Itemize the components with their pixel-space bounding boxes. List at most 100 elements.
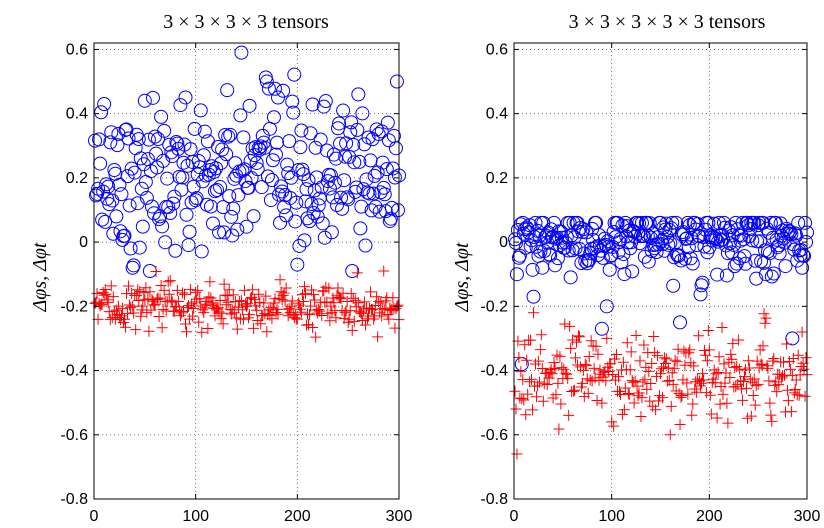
plus-point [737, 394, 749, 406]
circle-point [568, 241, 583, 256]
circle-point [117, 228, 132, 243]
plus-point [198, 307, 210, 319]
plus-point [696, 368, 708, 380]
plus-point [261, 326, 273, 338]
circle-point [663, 236, 678, 251]
circle-point [214, 156, 229, 171]
plus-point [625, 346, 637, 358]
plus-point [152, 292, 164, 304]
plus-point [710, 368, 722, 380]
circle-point [235, 163, 250, 178]
plus-point [764, 397, 776, 409]
circle-point [625, 264, 640, 279]
plus-point [793, 389, 805, 401]
plus-point [767, 355, 779, 367]
circle-point [291, 162, 306, 177]
circle-point [727, 259, 742, 274]
circle-point [563, 270, 578, 285]
circle-point [193, 103, 208, 118]
circle-point [264, 173, 279, 188]
plus-point [521, 354, 533, 366]
circle-point [669, 215, 684, 230]
circle-point [796, 248, 811, 263]
plus-point [726, 353, 738, 365]
plus-point [328, 297, 340, 309]
circle-point [303, 126, 318, 141]
plus-point [511, 448, 523, 460]
plus-point [703, 344, 715, 356]
x-tick-label: 200 [284, 508, 311, 525]
plus-point [202, 323, 214, 335]
circle-point [162, 137, 177, 152]
y-tick-label: -0.4 [480, 363, 508, 380]
plus-point [157, 304, 169, 316]
plus-point [684, 344, 696, 356]
circle-point [576, 222, 591, 237]
y-tick-label: 0.2 [486, 170, 508, 187]
circle-point [266, 110, 281, 125]
plus-point [377, 303, 389, 315]
plus-point [272, 308, 284, 320]
circle-point [306, 206, 321, 221]
plus-point [207, 297, 219, 309]
plus-point [730, 381, 742, 393]
plus-point [608, 420, 620, 432]
circle-point [286, 105, 301, 120]
plus-point [163, 288, 175, 300]
plus-point [785, 406, 797, 418]
circle-point [154, 109, 169, 124]
circle-point [223, 127, 238, 142]
plus-point [537, 395, 549, 407]
plus-point [721, 397, 733, 409]
plus-point [174, 310, 186, 322]
plus-point [571, 359, 583, 371]
plus-point [704, 389, 716, 401]
plus-point [311, 304, 323, 316]
plus-point [288, 312, 300, 324]
plus-point [276, 294, 288, 306]
circle-point [294, 123, 309, 138]
plus-point [347, 292, 359, 304]
plus-point [755, 358, 767, 370]
plus-point [534, 344, 546, 356]
plus-point [233, 296, 245, 308]
plus-point [343, 313, 355, 325]
plus-point [630, 329, 642, 341]
plus-point [641, 383, 653, 395]
plus-point [193, 316, 205, 328]
plus-point [530, 391, 542, 403]
plus-point [624, 364, 636, 376]
plus-point [304, 309, 316, 321]
circle-point [381, 133, 396, 148]
circle-point [110, 138, 125, 153]
circle-point [371, 127, 386, 142]
plus-point [766, 415, 778, 427]
circle-point [384, 200, 399, 215]
circle-point [754, 254, 769, 269]
circle-point [206, 164, 221, 179]
plus-point [99, 284, 111, 296]
plus-point [274, 274, 286, 286]
circle-point [191, 154, 206, 169]
circle-point [376, 180, 391, 195]
circle-point [95, 212, 110, 227]
plus-point [332, 282, 344, 294]
circle-point [125, 260, 140, 275]
plus-point [528, 307, 540, 319]
plus-point [650, 404, 662, 416]
plus-point [723, 356, 735, 368]
circle-point [221, 129, 236, 144]
plus-point [392, 299, 404, 311]
plus-point [205, 292, 217, 304]
plus-point [683, 347, 695, 359]
plus-point [727, 338, 739, 350]
plus-point [633, 387, 645, 399]
plus-point [682, 388, 694, 400]
plus-point [543, 372, 555, 384]
plus-point [194, 293, 206, 305]
circle-point [230, 222, 245, 237]
circle-point [364, 203, 379, 218]
x-tick-label: 200 [696, 508, 723, 525]
plus-point [349, 294, 361, 306]
circle-point [189, 191, 204, 206]
